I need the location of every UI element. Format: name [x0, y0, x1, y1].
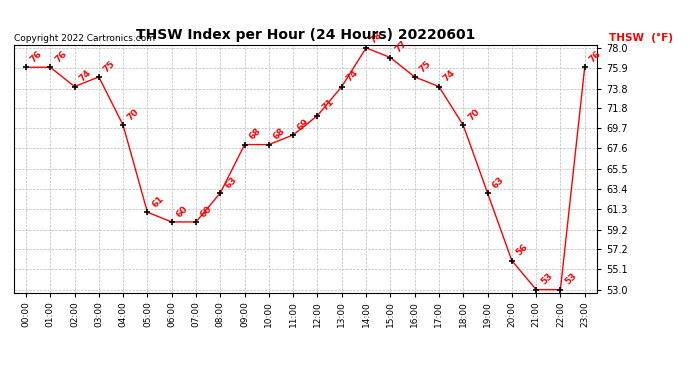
Text: 70: 70 [466, 107, 481, 123]
Text: 70: 70 [126, 107, 141, 123]
Text: 75: 75 [417, 59, 433, 74]
Title: THSW Index per Hour (24 Hours) 20220601: THSW Index per Hour (24 Hours) 20220601 [136, 28, 475, 42]
Text: THSW  (°F): THSW (°F) [609, 33, 673, 42]
Text: 60: 60 [175, 204, 190, 219]
Text: 61: 61 [150, 194, 166, 210]
Text: 53: 53 [539, 272, 554, 287]
Text: 75: 75 [101, 59, 117, 74]
Text: 74: 74 [344, 68, 360, 84]
Text: 76: 76 [587, 49, 603, 64]
Text: 68: 68 [248, 127, 263, 142]
Text: 69: 69 [296, 117, 311, 132]
Text: 76: 76 [29, 49, 44, 64]
Text: 74: 74 [77, 68, 92, 84]
Text: 63: 63 [491, 175, 506, 190]
Text: 74: 74 [442, 68, 457, 84]
Text: 77: 77 [393, 39, 408, 55]
Text: 63: 63 [223, 175, 238, 190]
Text: 71: 71 [320, 98, 335, 113]
Text: 56: 56 [515, 243, 530, 258]
Text: Copyright 2022 Cartronics.com: Copyright 2022 Cartronics.com [14, 33, 155, 42]
Text: 76: 76 [53, 49, 68, 64]
Text: 78: 78 [369, 30, 384, 45]
Text: 60: 60 [199, 204, 214, 219]
Text: 68: 68 [272, 127, 287, 142]
Text: 53: 53 [563, 272, 578, 287]
